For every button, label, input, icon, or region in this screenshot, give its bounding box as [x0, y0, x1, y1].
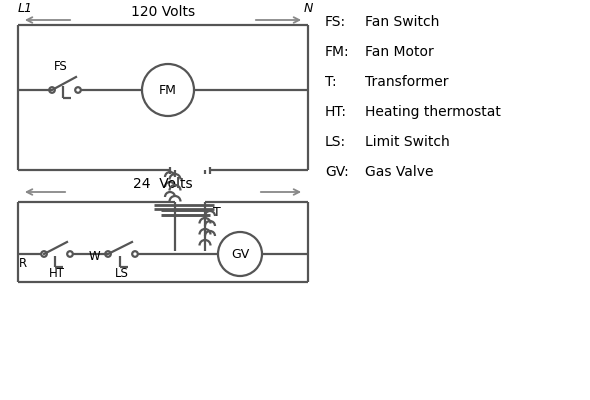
Text: LS:: LS: — [325, 135, 346, 149]
Text: GV: GV — [231, 248, 249, 260]
Text: W: W — [89, 250, 101, 263]
Text: Transformer: Transformer — [365, 75, 448, 89]
Text: 24  Volts: 24 Volts — [133, 177, 193, 191]
Text: FM:: FM: — [325, 45, 350, 59]
Text: Fan Switch: Fan Switch — [365, 15, 440, 29]
Text: 120 Volts: 120 Volts — [131, 5, 195, 19]
Text: Fan Motor: Fan Motor — [365, 45, 434, 59]
Text: N: N — [303, 2, 313, 15]
Text: GV:: GV: — [325, 165, 349, 179]
Text: FS:: FS: — [325, 15, 346, 29]
Text: LS: LS — [114, 267, 129, 280]
Text: Limit Switch: Limit Switch — [365, 135, 450, 149]
Text: Heating thermostat: Heating thermostat — [365, 105, 501, 119]
Text: HT:: HT: — [325, 105, 347, 119]
Text: FM: FM — [159, 84, 177, 96]
Text: T: T — [213, 206, 221, 220]
Text: FS: FS — [54, 60, 68, 73]
Text: Gas Valve: Gas Valve — [365, 165, 434, 179]
Text: T:: T: — [325, 75, 337, 89]
Text: HT: HT — [49, 267, 65, 280]
Text: R: R — [19, 257, 27, 270]
Text: L1: L1 — [18, 2, 33, 15]
